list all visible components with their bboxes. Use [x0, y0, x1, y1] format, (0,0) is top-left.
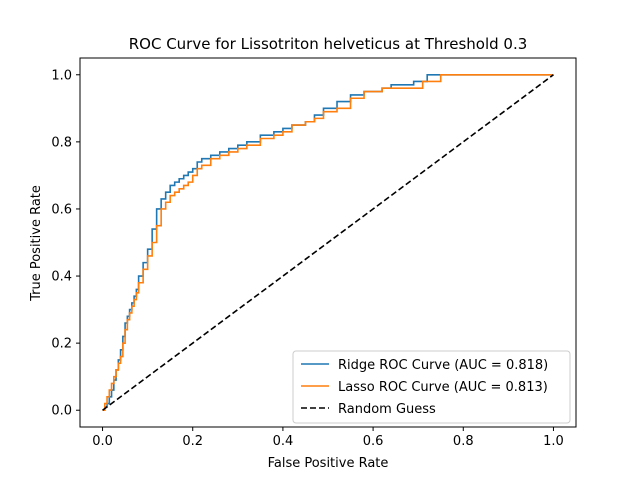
x-axis-label: False Positive Rate — [268, 456, 389, 471]
chart-title: ROC Curve for Lissotriton helveticus at … — [129, 35, 528, 53]
y-tick-label-3: 0.6 — [51, 202, 72, 217]
y-tick-label-5: 1.0 — [51, 68, 72, 83]
legend-box — [292, 350, 571, 424]
y-axis-label: True Positive Rate — [29, 185, 44, 302]
x-tick-label-5: 1.0 — [543, 434, 564, 449]
y-tick-label-4: 0.8 — [51, 135, 72, 150]
x-tick-label-0: 0.0 — [92, 434, 113, 449]
series-line-2 — [102, 74, 554, 411]
legend-label-1: Lasso ROC Curve (AUC = 0.813) — [338, 380, 548, 395]
series-line-1 — [102, 73, 554, 412]
y-tick-label-2: 0.4 — [51, 270, 72, 285]
y-tick-label-1: 0.2 — [51, 337, 72, 352]
x-tick-label-1: 0.2 — [182, 434, 203, 449]
x-tick-label-3: 0.6 — [363, 434, 384, 449]
x-tick-label-2: 0.4 — [273, 434, 294, 449]
plot-area: 0.0 0.2 0.4 0.6 0.8 1.0 0.0 0.2 0.4 0.6 0.8 1.0 — [51, 57, 577, 449]
legend-label-0: Ridge ROC Curve (AUC = 0.818) — [338, 358, 548, 373]
x-tick-label-4: 0.8 — [453, 434, 474, 449]
legend-label-2: Random Guess — [338, 402, 436, 417]
axes-frame — [79, 57, 577, 428]
y-tick-label-0: 0.0 — [51, 404, 72, 419]
legend: Ridge ROC Curve (AUC = 0.818) Lasso ROC C… — [292, 350, 571, 424]
